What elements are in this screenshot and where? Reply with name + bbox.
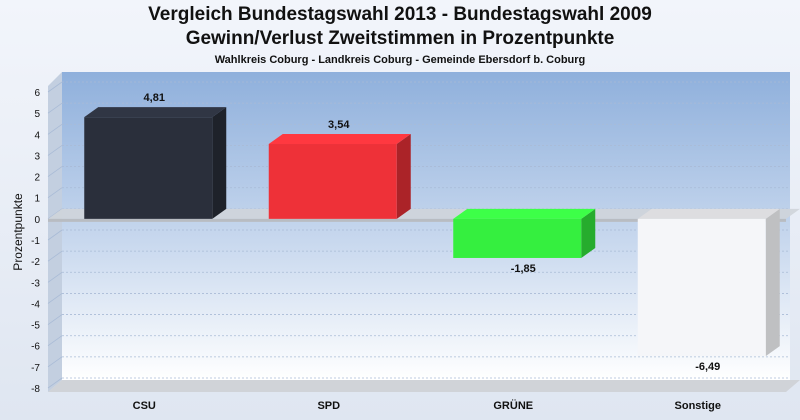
plot-floor (48, 380, 800, 392)
y-tick-label: 5 (34, 109, 40, 120)
y-tick-label: -5 (31, 321, 40, 332)
y-tick-label: 3 (34, 151, 40, 162)
bar (84, 117, 213, 219)
bar-top (268, 134, 411, 145)
zero-plane (48, 208, 800, 222)
gridline-side (47, 314, 63, 325)
y-tick-label: 4 (34, 130, 40, 141)
y-tick-label: 2 (34, 173, 40, 184)
bar-side (581, 208, 596, 258)
value-labels: 4,81 3,54 -1,85 -6,49 (144, 92, 721, 373)
value-label: -1,85 (511, 263, 536, 275)
x-tick-label: Sonstige (675, 400, 721, 412)
gridline-side (47, 123, 63, 135)
chart-title: Vergleich Bundestagswahl 2013 - Bundesta… (148, 4, 652, 25)
y-axis: 6 5 4 3 2 1 0 -1 -2 -3 -4 -5 -6 -7 -8 (31, 88, 40, 395)
bar (637, 218, 766, 357)
gridline-side (47, 229, 63, 241)
chart-location-subtitle: Wahlkreis Coburg - Landkreis Coburg - Ge… (214, 54, 586, 66)
x-axis-labels: CSU SPD GRÜNE Sonstige (133, 399, 721, 412)
bar-side (396, 134, 411, 219)
x-tick-label: CSU (133, 400, 156, 412)
bar-top (84, 107, 227, 118)
bar-side (765, 208, 780, 357)
gridline-side (47, 102, 63, 114)
y-tick-label: -6 (31, 342, 40, 353)
y-tick-label: -4 (31, 299, 40, 310)
gridline-side (47, 166, 63, 177)
y-tick-label: -8 (31, 384, 40, 395)
chart-subtitle: Gewinn/Verlust Zweitstimmen in Prozentpu… (185, 28, 615, 49)
bar (268, 144, 397, 219)
y-tick-label: -7 (31, 363, 40, 374)
gridline-side (47, 187, 63, 199)
value-label: 3,54 (328, 119, 350, 131)
y-tick-label: 0 (34, 215, 40, 226)
x-tick-label: SPD (317, 400, 340, 412)
x-tick-label: GRÜNE (493, 399, 533, 412)
y-tick-label: 1 (34, 194, 40, 205)
bars (84, 107, 780, 357)
bar-top (637, 208, 780, 219)
y-tick-label: -1 (31, 236, 40, 247)
gridline-side (47, 377, 63, 389)
value-label: 4,81 (144, 92, 165, 104)
gridline-side (47, 335, 63, 347)
plot-left-wall (48, 72, 62, 392)
gridline-side (47, 356, 63, 368)
y-tick-label: -3 (31, 278, 40, 289)
gridline-side (47, 250, 63, 262)
gridline-side (47, 81, 63, 93)
y-axis-label: Prozentpunkte (11, 193, 25, 271)
bar-top (453, 208, 596, 219)
zero-plane-top (48, 208, 800, 219)
y-tick-label: -2 (31, 257, 40, 268)
gridline-side (47, 293, 63, 304)
value-label: -6,49 (695, 361, 720, 373)
gridline-side (47, 271, 63, 283)
gridline-side (47, 145, 63, 156)
y-tick-label: 6 (34, 88, 40, 99)
bar (453, 218, 582, 258)
bar-side (212, 107, 227, 219)
zero-plane-edge (48, 218, 786, 222)
plot-back-wall (62, 72, 790, 380)
